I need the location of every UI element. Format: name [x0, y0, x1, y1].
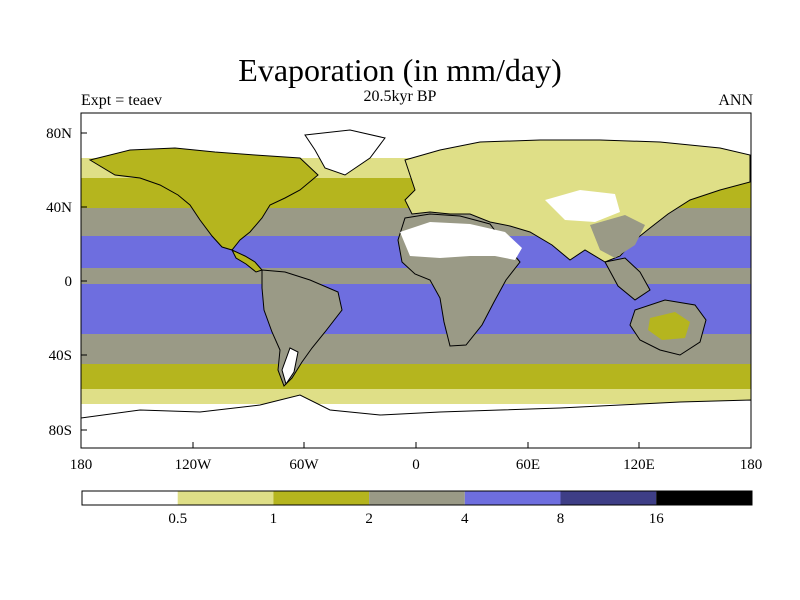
- lon-label-60e: 60E: [516, 457, 540, 473]
- asia-interior-white: [545, 190, 620, 222]
- colorbar-label-2: 2: [365, 511, 373, 527]
- colorbar-frame: [81, 490, 753, 506]
- colorbar-swatch-2: [273, 491, 370, 505]
- lon-label-120e: 120E: [623, 457, 655, 473]
- greenland: [304, 129, 386, 176]
- south-america: [261, 269, 343, 387]
- band-equatorial: [81, 268, 751, 284]
- lon-label-180e: 180: [740, 457, 763, 473]
- colorbar-swatch-5: [560, 491, 657, 505]
- north-america: [88, 147, 319, 251]
- sahara-arabia: [400, 222, 522, 260]
- colorbar-label-3: 4: [461, 511, 469, 527]
- colorbar-swatch-0: [82, 491, 178, 505]
- antarctica: [81, 394, 751, 448]
- colorbar-swatch-3: [369, 491, 465, 505]
- east-asia-gray: [590, 215, 645, 258]
- lat-label-80s: 80S: [49, 423, 72, 439]
- band-south-subpolar: [81, 389, 751, 404]
- band-south-midlat: [81, 364, 751, 389]
- colorbar-label-4: 8: [557, 511, 565, 527]
- colorbar-swatch-1: [177, 491, 274, 505]
- lat-label-80n: 80N: [46, 126, 72, 142]
- colorbar-label-0: 0.5: [168, 511, 187, 527]
- season-label: ANN: [718, 92, 753, 109]
- lon-label-120w: 120W: [175, 457, 213, 473]
- patagonia: [281, 347, 299, 386]
- lat-label-40s: 40S: [49, 348, 72, 364]
- colorbar-label-1: 1: [270, 511, 278, 527]
- australia-interior: [648, 312, 690, 340]
- colorbar-label-5: 16: [649, 511, 665, 527]
- map-subtitle: 20.5kyr BP: [363, 88, 437, 105]
- southeast-asia: [604, 257, 651, 301]
- map-field: [81, 113, 751, 448]
- experiment-label: Expt = teaev: [81, 92, 162, 109]
- central-america: [230, 248, 263, 273]
- colorbar: 0.5 1 2 4 8 16: [81, 490, 753, 527]
- colorbar-swatch-4: [464, 491, 561, 505]
- lon-label-180w: 180: [70, 457, 93, 473]
- colorbar-swatch-6: [656, 491, 752, 505]
- lon-label-0: 0: [412, 457, 420, 473]
- map-title: Evaporation (in mm/day): [238, 52, 562, 88]
- lon-label-60w: 60W: [289, 457, 319, 473]
- lat-label-40n: 40N: [46, 200, 72, 216]
- lat-label-0: 0: [65, 274, 73, 290]
